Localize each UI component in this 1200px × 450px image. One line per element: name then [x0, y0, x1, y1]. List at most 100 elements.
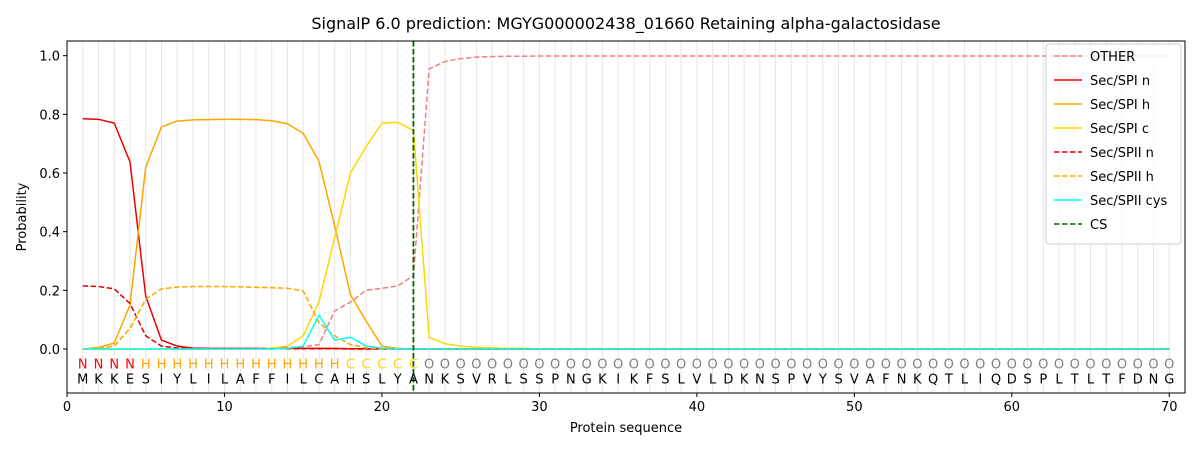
- residue-label: S: [457, 372, 465, 387]
- x-tick-label: 10: [216, 400, 233, 415]
- series-line-sec-spi-h: [82, 118, 1170, 350]
- region-label: O: [707, 358, 717, 373]
- region-label: O: [959, 358, 969, 373]
- residue-label: G: [582, 372, 592, 387]
- residue-label: F: [252, 372, 259, 387]
- region-label: N: [109, 358, 119, 373]
- legend-box: [1045, 43, 1182, 245]
- region-label: H: [141, 358, 151, 373]
- x-tick-label: 70: [1161, 400, 1178, 415]
- residue-label: A: [236, 372, 245, 387]
- residue-label: T: [1070, 372, 1079, 387]
- region-label: O: [424, 358, 434, 373]
- region-label: N: [125, 358, 135, 373]
- region-label: O: [645, 358, 655, 373]
- grid-lines: [82, 41, 1170, 393]
- residue-label: D: [723, 372, 733, 387]
- sequence-labels: NMNKNKNEHSHIHYHLHIHLHAHFHFHIHLHCHACHCSCL…: [77, 358, 1174, 388]
- region-label: O: [487, 358, 497, 373]
- series-lines: [82, 41, 1170, 393]
- legend-label: Sec/SPII n: [1090, 146, 1154, 161]
- residue-label: K: [740, 372, 749, 387]
- region-label: H: [298, 358, 308, 373]
- residue-label: L: [1055, 372, 1063, 387]
- residue-label: N: [1149, 372, 1159, 387]
- residue-label: K: [630, 372, 639, 387]
- region-label: O: [1164, 358, 1174, 373]
- region-label: O: [723, 358, 733, 373]
- region-label: O: [582, 358, 592, 373]
- x-tick-label: 40: [689, 400, 706, 415]
- residue-label: G: [1164, 372, 1174, 387]
- residue-label: P: [551, 372, 559, 387]
- region-label: O: [1054, 358, 1064, 373]
- residue-label: T: [1101, 372, 1110, 387]
- region-label: H: [283, 358, 293, 373]
- residue-label: S: [535, 372, 543, 387]
- residue-label: P: [787, 372, 795, 387]
- y-tick-label: 0.8: [39, 108, 60, 123]
- residue-label: V: [850, 372, 859, 387]
- legend-label: Sec/SPI n: [1090, 74, 1150, 89]
- region-label: O: [1101, 358, 1111, 373]
- x-tick-label: 60: [1004, 400, 1021, 415]
- region-label: O: [881, 358, 891, 373]
- series-line-other: [82, 55, 1170, 350]
- region-label: H: [220, 358, 230, 373]
- x-tick-label: 30: [531, 400, 548, 415]
- residue-label: S: [520, 372, 528, 387]
- region-label: H: [251, 358, 261, 373]
- x-tick-label: 0: [63, 400, 71, 415]
- region-label: O: [692, 358, 702, 373]
- legend-label: Sec/SPI h: [1090, 98, 1150, 113]
- region-label: H: [314, 358, 324, 373]
- residue-label: F: [1118, 372, 1125, 387]
- residue-label: L: [1087, 372, 1095, 387]
- region-label: C: [362, 358, 371, 373]
- residue-label: Q: [928, 372, 938, 387]
- residue-label: T: [944, 372, 953, 387]
- region-label: O: [456, 358, 466, 373]
- residue-label: S: [362, 372, 370, 387]
- residue-label: R: [488, 372, 497, 387]
- region-label: H: [204, 358, 214, 373]
- region-label: O: [928, 358, 938, 373]
- region-label: O: [1117, 358, 1127, 373]
- region-label: C: [409, 358, 418, 373]
- region-label: O: [818, 358, 828, 373]
- residue-label: E: [126, 372, 134, 387]
- residue-label: V: [692, 372, 701, 387]
- region-label: O: [1070, 358, 1080, 373]
- residue-label: L: [221, 372, 229, 387]
- region-label: H: [188, 358, 198, 373]
- residue-label: S: [142, 372, 150, 387]
- region-label: H: [172, 358, 182, 373]
- region-label: O: [613, 358, 623, 373]
- region-label: O: [865, 358, 875, 373]
- legend: OTHER Sec/SPI n Sec/SPI h Sec/SPI c Sec/SPII…: [1045, 43, 1182, 245]
- region-label: C: [346, 358, 355, 373]
- series-line-sec-spi-c: [82, 121, 1170, 350]
- region-label: O: [1148, 358, 1158, 373]
- x-axis-label: Protein sequence: [570, 421, 682, 436]
- region-label: O: [1022, 358, 1032, 373]
- residue-label: L: [709, 372, 717, 387]
- region-label: O: [519, 358, 529, 373]
- region-label: H: [267, 358, 277, 373]
- region-label: H: [330, 358, 340, 373]
- residue-label: I: [978, 372, 982, 387]
- region-label: O: [849, 358, 859, 373]
- residue-label: N: [897, 372, 907, 387]
- region-label: N: [78, 358, 88, 373]
- region-label: O: [802, 358, 812, 373]
- x-tick-label: 50: [846, 400, 863, 415]
- residue-label: S: [1023, 372, 1031, 387]
- region-label: O: [912, 358, 922, 373]
- region-label: O: [1085, 358, 1095, 373]
- region-label: O: [471, 358, 481, 373]
- residue-label: S: [771, 372, 779, 387]
- residue-label: V: [803, 372, 812, 387]
- series-line-sec-spii-h: [82, 285, 1170, 350]
